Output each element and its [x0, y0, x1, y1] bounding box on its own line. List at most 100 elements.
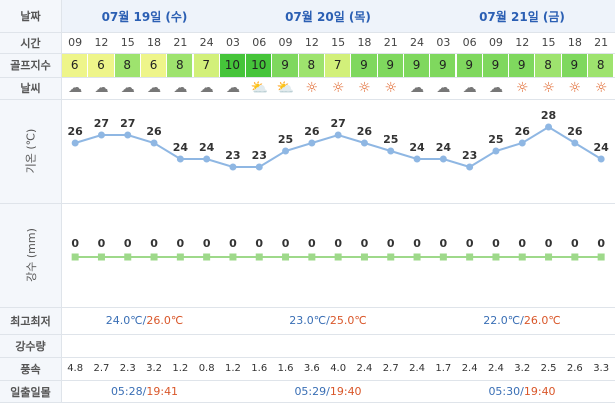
precip-data-label: 0 — [518, 237, 526, 250]
max-min-day1: 24.0℃/26.0℃ — [62, 307, 227, 334]
precip-data-label: 0 — [255, 237, 263, 250]
temp-point — [413, 155, 421, 163]
temperature-chart: 3025202627272624242323252627262524242325… — [67, 109, 609, 171]
hour-cell: 24 — [410, 36, 425, 49]
golf-index-cell: 6 — [140, 53, 168, 77]
max-temp-day2: 25.0℃ — [329, 314, 367, 327]
hour-cell: 06 — [462, 36, 477, 49]
golf-index-cell: 9 — [482, 53, 510, 77]
hour-cell: 12 — [304, 36, 319, 49]
temp-data-label: 24 — [173, 141, 189, 154]
golf-index-cell: 8 — [588, 53, 615, 77]
precip-point — [439, 253, 447, 261]
temp-point — [439, 155, 447, 163]
date-cell-day1: 07월 19일 (수) — [62, 0, 227, 32]
wind-cell: 3.2 — [146, 363, 162, 374]
precip-data-label: 0 — [597, 237, 605, 250]
cloud-icon: ☁ — [68, 80, 83, 96]
slash-day1: / — [142, 314, 147, 327]
precip-point — [124, 253, 132, 261]
max-min-row: 최고최저 24.0℃/26.0℃ 23.0℃/25.0℃ 22.0℃/26.0℃ — [0, 307, 615, 334]
min-temp-day2: 23.0℃ — [289, 314, 327, 327]
cloud-icon: ☁ — [436, 80, 451, 96]
golf-index-cell: 6 — [62, 53, 89, 77]
cloud-icon: ☁ — [94, 80, 109, 96]
precip-data-label: 0 — [334, 237, 342, 250]
golf-index-cell: 9 — [456, 53, 483, 77]
max-temp-day3: 26.0℃ — [523, 314, 561, 327]
precip-point — [308, 253, 316, 261]
temp-data-label: 23 — [252, 149, 267, 162]
precip-point — [97, 253, 105, 261]
precip-data-label: 0 — [124, 237, 132, 250]
hour-cell: 12 — [94, 36, 109, 49]
weather-row: 날씨 ☁ ☁ ☁ ☁ ☁ ☁ ☁ ⛅ ⛅ ☼ ☼ ☼ ☼ ☁ ☁ ☁ ☁ ☼ ☼ ☼ ☼ — [0, 77, 615, 99]
golf-index-cell: 9 — [377, 53, 404, 77]
sun-icon: ☼ — [384, 80, 398, 96]
golf-index-cell: 8 — [535, 53, 562, 77]
hour-cell: 03 — [225, 36, 240, 49]
precip-point — [518, 253, 526, 261]
hour-cell: 15 — [120, 36, 135, 49]
temp-point — [334, 131, 342, 139]
precip-data-label: 0 — [492, 237, 500, 250]
time-label: 시간 — [0, 32, 62, 53]
precip-point — [282, 253, 290, 261]
temp-point — [71, 139, 79, 147]
sunrise-day1: 05:28 — [110, 385, 143, 398]
sun-icon: ☼ — [515, 80, 529, 96]
precip-point — [466, 253, 474, 261]
precip-data-label: 0 — [71, 237, 79, 250]
precip-data-label: 0 — [98, 237, 106, 250]
temp-point — [387, 147, 395, 155]
max-temp-day1: 26.0℃ — [146, 314, 184, 327]
temp-point — [282, 147, 290, 155]
date-cell-day3: 07월 21일 (금) — [429, 0, 615, 32]
temp-data-label: 28 — [541, 109, 556, 122]
wind-cell: 2.4 — [461, 363, 478, 374]
temp-data-label: 27 — [330, 117, 345, 130]
wind-cell: 1.2 — [224, 363, 241, 374]
temp-data-label: 23 — [462, 149, 477, 162]
golf-index-row: 골프지수 6 6 8 6 8 7 10 10 9 8 7 9 9 9 9 9 9 9 8 9 8 — [0, 53, 615, 77]
sun-slash-day1: / — [142, 385, 147, 398]
weather-label: 날씨 — [0, 77, 62, 99]
precip-point — [571, 253, 579, 261]
temp-point — [360, 139, 368, 147]
cloud-icon: ☁ — [462, 80, 477, 96]
wind-cell: 2.7 — [93, 363, 110, 374]
wind-cell: 2.4 — [487, 363, 504, 374]
temp-point — [545, 123, 553, 131]
golf-index-cell: 8 — [298, 53, 325, 77]
precip-data-label: 0 — [203, 237, 211, 250]
max-min-label: 최고최저 — [0, 307, 62, 334]
temp-data-label: 24 — [409, 141, 425, 154]
wind-cell: 3.2 — [514, 363, 531, 374]
wind-cell: 2.4 — [409, 363, 425, 374]
sun-slash-day2: / — [326, 385, 330, 398]
wind-cell: 4.8 — [67, 363, 84, 374]
hour-cell: 15 — [541, 36, 556, 49]
precip-data-label: 0 — [571, 237, 579, 250]
min-temp-day3: 22.0℃ — [483, 314, 521, 327]
temp-point — [597, 155, 605, 163]
precip-point — [150, 253, 158, 261]
temp-data-label: 23 — [225, 149, 240, 162]
date-label: 날짜 — [0, 0, 62, 32]
partly-cloudy-icon: ⛅ — [250, 80, 268, 96]
temp-point — [466, 163, 474, 171]
precip-point — [360, 253, 368, 261]
precip-axis-label: 강수 (mm) — [0, 203, 62, 307]
hour-cell: 15 — [331, 36, 346, 49]
sun-day3: 05:30/19:40 — [429, 380, 615, 403]
precip-amount-label: 강수량 — [0, 334, 62, 357]
cloud-icon: ☁ — [147, 80, 162, 96]
temperature-axis-label: 기온 (℃) — [0, 99, 62, 203]
temp-point — [255, 163, 263, 171]
precip-point — [71, 253, 79, 261]
golf-index-cell: 6 — [88, 53, 115, 77]
precip-data-label: 0 — [545, 237, 553, 250]
temp-data-label: 27 — [94, 117, 109, 130]
cloud-icon: ☁ — [173, 80, 188, 96]
